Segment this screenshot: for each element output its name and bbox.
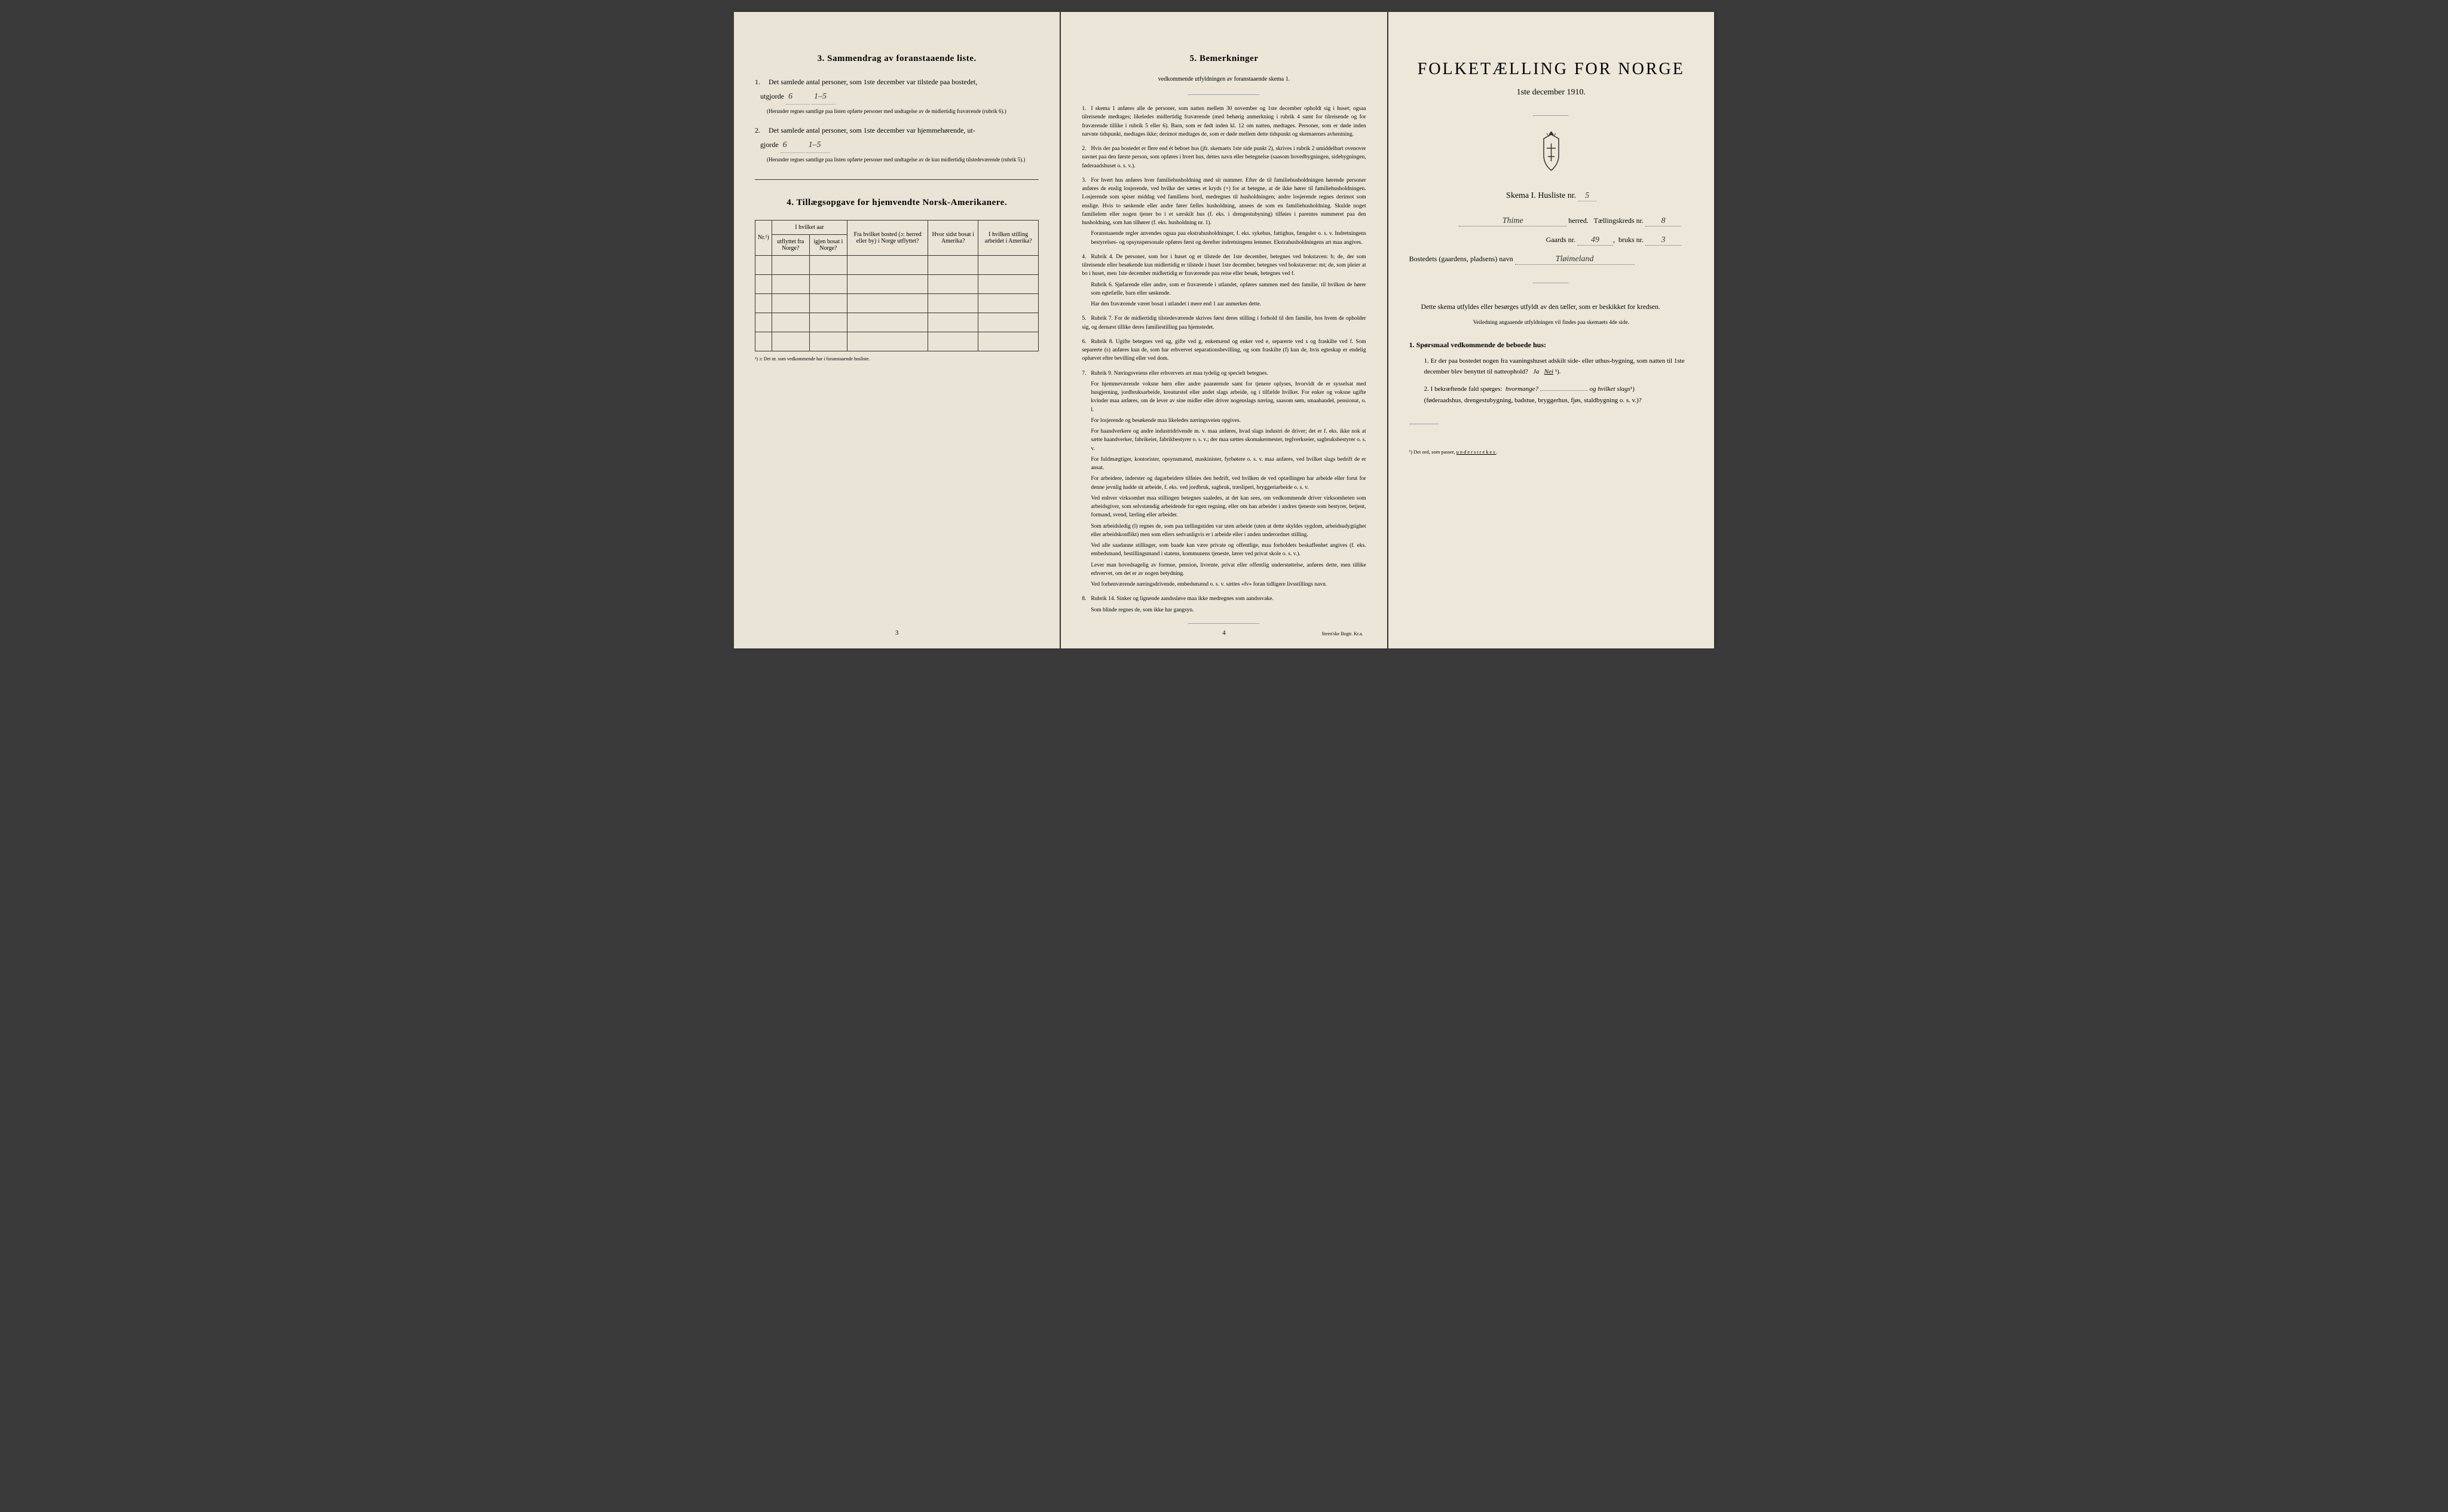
- remark-item: 2.Hvis der paa bostedet er flere end ét …: [1082, 145, 1366, 170]
- summary-item-1: 1. Det samlede antal personer, som 1ste …: [755, 76, 1039, 115]
- kreds-value: 8: [1645, 216, 1681, 227]
- page-4: 5. Bemerkninger vedkommende utfyldningen…: [1061, 12, 1387, 648]
- bruks-value: 3: [1645, 235, 1681, 246]
- divider: [1533, 283, 1569, 284]
- total-present-range: 1–5: [812, 89, 836, 105]
- guidance-note: Veiledning angaaende utfyldningen vil fi…: [1409, 320, 1693, 326]
- section-5-title: 5. Bemerkninger: [1082, 54, 1366, 64]
- footnote: ¹) Det ord, som passer, understrekes.: [1409, 449, 1693, 455]
- table-footnote: ¹) ɔ: Det nr. som vedkommende har i fora…: [755, 356, 1039, 362]
- section-5-subtitle: vedkommende utfyldningen av foranstaaend…: [1082, 76, 1366, 82]
- table-row: [755, 255, 1039, 274]
- answer-ja: Ja: [1533, 368, 1539, 375]
- col-emigrated: utflyttet fra Norge?: [772, 234, 809, 255]
- col-year-group: I hvilket aar: [772, 220, 847, 234]
- remark-item: 7.Rubrik 9. Næringsveiens eller erhverve…: [1082, 369, 1366, 589]
- section-3-title: 3. Sammendrag av foranstaaende liste.: [755, 54, 1039, 64]
- page-3: 3. Sammendrag av foranstaaende liste. 1.…: [734, 12, 1060, 648]
- col-position: I hvilken stilling arbeidet i Amerika?: [978, 220, 1039, 255]
- coat-of-arms-icon: [1409, 131, 1693, 176]
- col-nr: Nr.¹): [755, 220, 772, 255]
- item1-note: (Herunder regnes samtlige paa listen opf…: [755, 108, 1039, 116]
- remark-item: 5.Rubrik 7. For de midlertidig tilstedev…: [1082, 314, 1366, 332]
- remark-item: 1.I skema 1 anføres alle de personer, so…: [1082, 105, 1366, 139]
- remark-item: 8.Rubrik 14. Sinker og lignende aandsslø…: [1082, 595, 1366, 614]
- gaards-value: 49: [1577, 235, 1613, 246]
- page-number: 4: [1222, 629, 1226, 636]
- census-date: 1ste december 1910.: [1409, 88, 1693, 97]
- bosted-value: Tløimeland: [1515, 255, 1635, 265]
- col-from-where: Fra hvilket bosted (ɔ: herred eller by) …: [847, 220, 928, 255]
- bosted-row: Bostedets (gaardens, pladsens) navn Tløi…: [1409, 255, 1693, 265]
- fill-instruction: Dette skema utfyldes eller besørges utfy…: [1409, 302, 1693, 314]
- question-1: 1. Er der paa bostedet nogen fra vaaning…: [1424, 356, 1693, 378]
- how-many-field: [1540, 390, 1588, 391]
- form-identifier: Skema I. Husliste nr. 5: [1409, 191, 1693, 201]
- section-4-title: 4. Tillægsopgave for hjemvendte Norsk-Am…: [755, 198, 1039, 208]
- remark-item: 6.Rubrik 8. Ugifte betegnes ved ug, gift…: [1082, 338, 1366, 363]
- divider: [1188, 623, 1260, 625]
- item2-note: (Herunder regnes samtlige paa listen opf…: [755, 156, 1039, 164]
- total-present-count: 6: [786, 89, 810, 105]
- husliste-number: 5: [1578, 191, 1596, 201]
- col-last-america: Hvor sidst bosat i Amerika?: [928, 220, 978, 255]
- census-title: FOLKETÆLLING FOR NORGE: [1409, 60, 1693, 79]
- herred-row: Thime herred. Tællingskreds nr. 8: [1409, 216, 1693, 227]
- summary-item-2: 2. Det samlede antal personer, som 1ste …: [755, 124, 1039, 164]
- herred-value: Thime: [1459, 216, 1566, 227]
- divider: [1409, 424, 1439, 425]
- americans-table: Nr.¹) I hvilket aar Fra hvilket bosted (…: [755, 220, 1039, 362]
- page-1-cover: FOLKETÆLLING FOR NORGE 1ste december 191…: [1388, 12, 1714, 648]
- divider: [1533, 115, 1569, 117]
- answer-nei: Nei: [1544, 368, 1553, 375]
- question-header: 1. Spørsmaal vedkommende de beboede hus:: [1409, 341, 1693, 350]
- table-row: [755, 313, 1039, 332]
- divider: [1188, 94, 1260, 96]
- gaards-row: Gaards nr. 49, bruks nr. 3: [1409, 235, 1693, 246]
- document-spread: 3. Sammendrag av foranstaaende liste. 1.…: [734, 12, 1714, 648]
- printer-imprint: Steen'ske Bogtr. Kr.a.: [1321, 631, 1363, 636]
- total-resident-count: 6: [781, 137, 804, 153]
- table-row: [755, 332, 1039, 351]
- table-row: [755, 274, 1039, 293]
- divider: [755, 179, 1039, 180]
- remark-item: 4.Rubrik 4. De personer, som bor i huset…: [1082, 253, 1366, 309]
- page-number: 3: [895, 629, 899, 636]
- col-returned: igjen bosat i Norge?: [809, 234, 847, 255]
- remark-item: 3.For hvert hus anføres hver familiehush…: [1082, 176, 1366, 247]
- table-row: [755, 293, 1039, 313]
- question-2: 2. I bekræftende fald spørges: hvormange…: [1424, 384, 1693, 406]
- remarks-list: 1.I skema 1 anføres alle de personer, so…: [1082, 105, 1366, 614]
- total-resident-range: 1–5: [806, 137, 830, 153]
